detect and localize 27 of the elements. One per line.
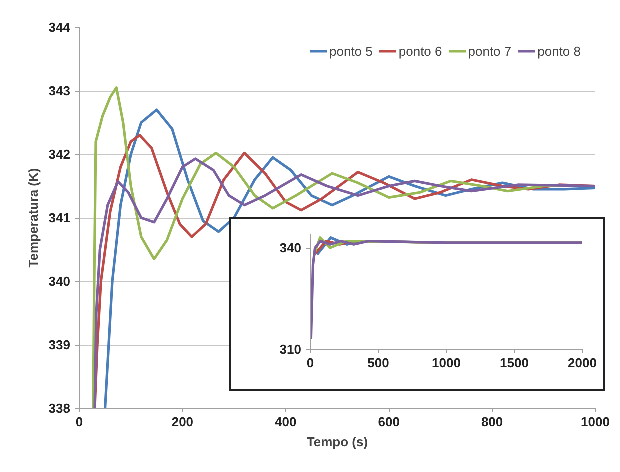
y-tick-label: 342 [48, 147, 71, 162]
x-tick-label: 1000 [432, 356, 461, 370]
x-tick-label: 200 [172, 414, 194, 430]
legend-label: ponto 6 [398, 44, 442, 58]
x-tick-label: 500 [368, 356, 390, 370]
y-tick-label: 341 [48, 210, 71, 226]
x-tick-label: 2000 [568, 356, 597, 370]
x-tick-label: 1000 [581, 414, 610, 430]
x-tick-label: 0 [306, 356, 314, 370]
y-tick-label: 338 [48, 401, 71, 416]
y-axis-title: Temperatura (K) [26, 168, 41, 268]
legend-label: ponto 7 [468, 44, 512, 58]
y-tick-label: 310 [280, 342, 302, 357]
y-tick-label: 343 [48, 84, 71, 98]
legend-label: ponto 8 [538, 44, 581, 58]
y-tick-label: 344 [48, 20, 72, 35]
y-tick-label: 340 [280, 240, 302, 256]
line-series [310, 240, 582, 341]
x-tick-label: 1500 [500, 356, 529, 370]
y-tick-label: 339 [48, 338, 71, 352]
x-tick-label: 400 [275, 414, 297, 430]
x-axis-title: Tempo (s) [306, 434, 368, 450]
y-tick-label: 340 [48, 274, 71, 289]
x-tick-label: 0 [76, 414, 84, 430]
x-tick-label: 800 [481, 414, 504, 430]
legend-label: ponto 5 [330, 44, 373, 58]
x-tick-label: 600 [378, 414, 400, 430]
